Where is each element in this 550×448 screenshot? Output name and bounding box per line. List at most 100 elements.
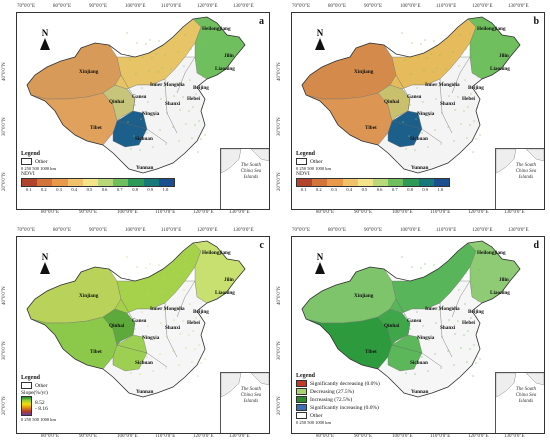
- legend-other-row: Other: [296, 158, 450, 165]
- ramp-swatch: [297, 179, 313, 186]
- ramp-swatch: [113, 179, 129, 186]
- inset-land: [250, 148, 269, 162]
- vegetation-speck: [470, 317, 472, 319]
- vegetation-speck: [145, 43, 147, 45]
- province-label: Qinhai: [109, 99, 125, 105]
- vegetation-speck: [465, 48, 467, 50]
- graticule-label-bottom: 80°0'0"E: [316, 434, 334, 439]
- vegetation-speck: [415, 342, 417, 344]
- vegetation-speck: [159, 353, 161, 355]
- vegetation-speck: [459, 258, 461, 260]
- vegetation-speck: [194, 348, 196, 350]
- graticule-label-bottom: 100°0'0"E: [392, 434, 413, 439]
- vegetation-speck: [196, 62, 198, 64]
- vegetation-speck: [148, 70, 150, 72]
- trend-legend-row: Decreasing (27.5%): [296, 388, 380, 395]
- vegetation-speck: [127, 121, 129, 123]
- graticule-label-bottom: 110°0'0"E: [430, 434, 451, 439]
- province-label: Jilin: [499, 53, 509, 59]
- vegetation-speck: [475, 362, 477, 364]
- province-border: [451, 56, 471, 94]
- vegetation-speck: [178, 364, 180, 366]
- vegetation-speck: [170, 68, 172, 70]
- ndvi-color-ramp: [296, 178, 450, 187]
- vegetation-speck: [478, 269, 480, 271]
- inset-map: [495, 148, 544, 174]
- vegetation-speck: [198, 344, 200, 346]
- province-label: Sichuan: [410, 360, 428, 366]
- vegetation-speck: [165, 367, 167, 369]
- vegetation-speck: [145, 267, 147, 269]
- vegetation-speck: [464, 79, 466, 81]
- legend-title: Legend: [296, 151, 316, 157]
- graticule-label-top: 130°0'0"E: [508, 4, 529, 9]
- graticule-label-top: 100°0'0"E: [400, 4, 421, 9]
- other-label: Other: [35, 382, 48, 389]
- north-arrow-icon: N: [314, 29, 326, 50]
- china-map: [301, 240, 521, 398]
- vegetation-speck: [158, 264, 160, 266]
- country-border: [26, 16, 246, 174]
- ramp-swatch: [357, 179, 374, 186]
- province-border: [395, 298, 411, 336]
- province-label: Gansu: [132, 94, 147, 100]
- vegetation-speck: [451, 306, 453, 308]
- vegetation-speck: [447, 126, 449, 128]
- province-label: Heilongjiang: [202, 250, 231, 256]
- graticule-label-top: 80°0'0"E: [53, 228, 71, 233]
- region-sichuan: [387, 334, 423, 372]
- graticule-label-top: 70°0'0"E: [292, 4, 310, 9]
- vegetation-speck: [402, 121, 404, 123]
- vegetation-speck: [176, 82, 178, 84]
- vegetation-speck: [203, 45, 205, 47]
- vegetation-speck: [451, 82, 453, 84]
- ramp-tick-label: 0.8: [132, 187, 138, 192]
- panel-letter: c: [259, 240, 264, 251]
- graticule-label-left: 40°0'0"N: [2, 286, 7, 305]
- vegetation-speck: [471, 286, 473, 288]
- panel-letter: a: [259, 16, 264, 27]
- province-label: Xinjiang: [79, 293, 99, 299]
- legend-title: Legend: [21, 375, 41, 381]
- vegetation-speck: [403, 90, 405, 92]
- trend-swatch: [296, 380, 307, 387]
- province-label: Tibet: [90, 349, 102, 355]
- ramp-tick-label: 0.3: [331, 187, 337, 192]
- vegetation-speck: [177, 275, 179, 277]
- vegetation-speck: [188, 334, 190, 336]
- trend-legend-row: Significantly decreasing (0.0%): [296, 380, 380, 387]
- vegetation-speck: [135, 73, 137, 75]
- vegetation-speck: [140, 342, 142, 344]
- province-label: Hebei: [187, 320, 200, 326]
- vegetation-speck: [469, 348, 471, 350]
- vegetation-speck: [134, 104, 136, 106]
- graticule-label-left: 40°0'0"N: [277, 286, 282, 305]
- map-panel-a: 70°0'0"E 80°0'0"E 90°0'0"E 100°0'0"E 110°0'0…: [1, 1, 274, 222]
- province-label: Liaoning: [490, 66, 510, 72]
- vegetation-speck: [146, 132, 148, 134]
- province-border: [116, 344, 168, 368]
- vegetation-speck: [197, 151, 199, 153]
- graticule-label-top: 80°0'0"E: [53, 4, 71, 9]
- ramp-swatch: [98, 179, 114, 186]
- vegetation-speck: [438, 85, 440, 87]
- graticule-label-left: 20°0'0"N: [2, 172, 7, 191]
- graticule-label-top: 130°0'0"E: [233, 228, 254, 233]
- vegetation-speck: [147, 325, 149, 327]
- graticule-label-top: 120°0'0"E: [472, 4, 493, 9]
- other-label: Other: [310, 412, 323, 419]
- province-label: Heilongjiang: [477, 250, 506, 256]
- vegetation-speck: [130, 148, 132, 150]
- region-sichuan: [112, 110, 148, 148]
- inset-label: The South China Sea Islands: [240, 163, 262, 180]
- vegetation-speck: [182, 320, 184, 322]
- vegetation-speck: [405, 148, 407, 150]
- vegetation-speck: [167, 305, 169, 307]
- province-label: Yunnan: [136, 165, 154, 171]
- vegetation-speck: [133, 359, 135, 361]
- vegetation-speck: [173, 95, 175, 97]
- other-label: Other: [35, 158, 48, 165]
- vegetation-speck: [401, 256, 403, 258]
- graticule-label-top: 90°0'0"E: [89, 228, 107, 233]
- vegetation-speck: [424, 39, 426, 41]
